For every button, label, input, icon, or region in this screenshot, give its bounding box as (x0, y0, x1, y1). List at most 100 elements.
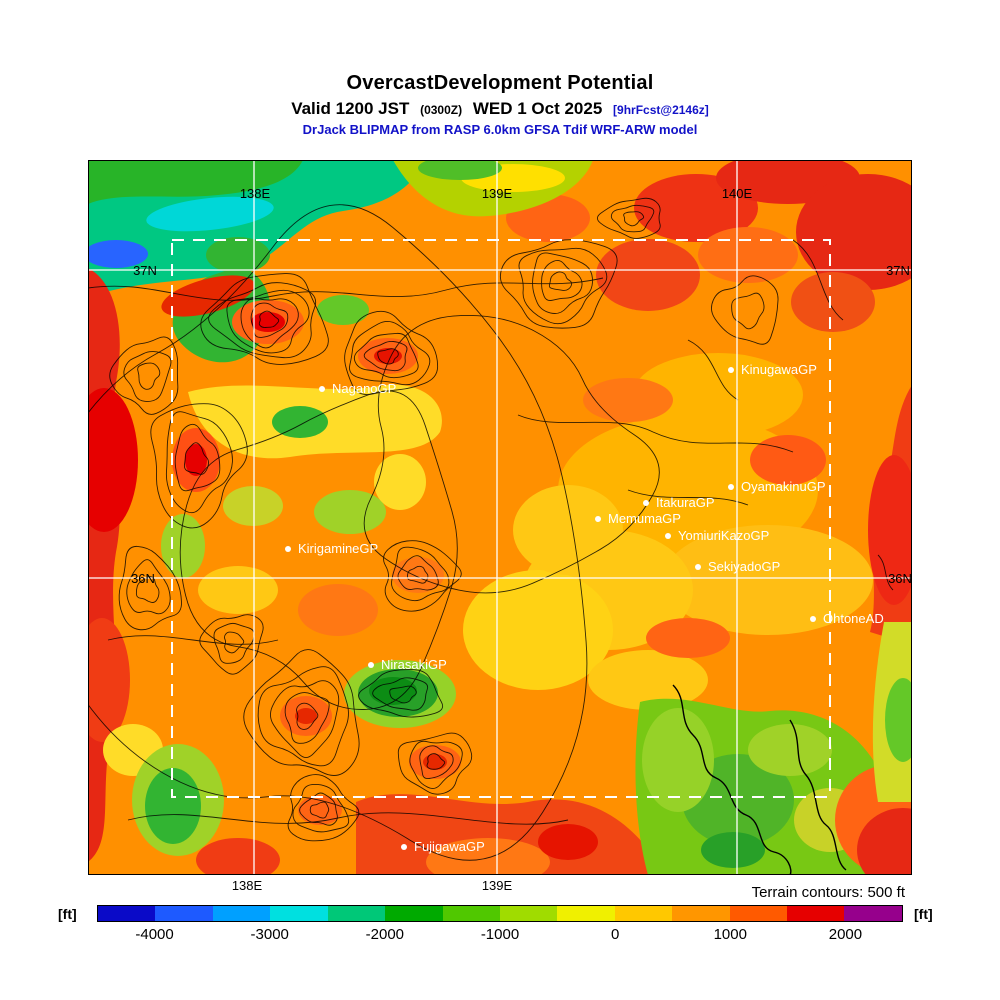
terrain-contour-line (372, 677, 429, 711)
station-dot (665, 533, 671, 539)
terrain-contour-line (126, 559, 171, 615)
valid-time-line: Valid 1200 JST (0300Z) WED 1 Oct 2025 [9… (0, 99, 1000, 119)
terrain-contour-line (309, 801, 330, 819)
colorbar-unit-right: [ft] (914, 906, 933, 922)
station-label: ItakuraGP (656, 495, 715, 510)
terrain-contour-line (292, 783, 350, 833)
terrain-contour-line (240, 297, 299, 349)
station-dot (368, 662, 374, 668)
station-label: NaganoGP (332, 381, 396, 396)
terrain-contour-line (532, 252, 593, 314)
terrain-contour-line (548, 271, 573, 291)
terrain-contour-line (397, 732, 473, 795)
grid-labels: 138E 139E 140E 37N 36N 37N 36N (131, 186, 912, 586)
terrain-contour-line (224, 631, 245, 654)
station-dot (643, 500, 649, 506)
station-marker-sekiyado: SekiyadoGP (695, 559, 780, 574)
station-marker-fujigawa: FujigawaGP (401, 839, 485, 854)
terrain-contour-line (258, 310, 280, 328)
terrain-contour-line (174, 423, 221, 492)
station-label: SekiyadoGP (708, 559, 780, 574)
station-dot (401, 844, 407, 850)
colorbar-ticks: -4000 -3000 -2000 -1000 0 1000 2000 (97, 926, 903, 946)
grid-label-top-138e: 138E (240, 186, 271, 201)
terrain-contour-line (358, 669, 444, 718)
terrain-contour-line (270, 680, 340, 758)
terrain-contour-line (383, 540, 462, 612)
colorbar-tick-label: 1000 (713, 926, 747, 943)
station-marker-nirasaki: NirasakiGP (368, 657, 447, 672)
terrain-contour-line (296, 702, 319, 730)
terrain-contour-line (137, 362, 161, 390)
terrain-contour-line (257, 666, 349, 767)
colorbar-segment (499, 906, 558, 921)
terrain-contour-line (250, 302, 289, 338)
station-label: KinugawaGP (741, 362, 817, 377)
valid-date: WED 1 Oct 2025 (472, 99, 603, 118)
terrain-contour-line (623, 211, 645, 227)
colorbar-segment (212, 906, 271, 921)
colorbar-segment (672, 906, 730, 921)
station-label: NirasakiGP (381, 657, 447, 672)
colorbar-tick-label: 0 (610, 926, 620, 943)
valid-zulu-time: (0300Z) (420, 103, 463, 117)
header: OvercastDevelopment Potential Valid 1200… (0, 72, 1000, 137)
terrain-contour-line (541, 260, 583, 301)
colorbar-segment (270, 906, 328, 921)
colorbar-segment (442, 906, 500, 921)
model-info-line: DrJack BLIPMAP from RASP 6.0km GFSA Tdif… (302, 122, 698, 137)
station-dot (285, 546, 291, 552)
station-marker-ohtone: OhtoneAD (810, 611, 884, 626)
colorbar-segment (98, 906, 156, 921)
grid-label-right-36n: 36N (888, 571, 912, 586)
colorbar-tick-label: -4000 (135, 926, 174, 943)
terrain-contour-line (407, 565, 429, 584)
terrain-contour-line (150, 403, 248, 529)
colorbar-segments (97, 905, 903, 922)
terrain-contour-line (199, 614, 264, 675)
forecast-map: 138E 139E 140E 37N 36N 37N 36N NaganoGP … (31, 152, 949, 892)
stations: NaganoGP KinugawaGP OyamakinuGP ItakuraG… (285, 362, 884, 854)
terrain-contours (31, 197, 894, 861)
colorbar-unit-left: [ft] (58, 906, 77, 922)
terrain-contour-line (284, 692, 330, 744)
terrain-contour-line (426, 753, 446, 770)
terrain-contour-line (123, 351, 172, 402)
station-dot (695, 564, 701, 570)
terrain-contour-line (349, 321, 431, 386)
station-dot (319, 386, 325, 392)
colorbar-segment (155, 906, 213, 921)
colorbar-segment (385, 906, 443, 921)
terrain-contour-line (208, 282, 317, 359)
station-dot (728, 367, 734, 373)
terrain-contour-line (499, 239, 618, 329)
terrain-contour-line (226, 289, 310, 354)
colorbar-tick-label: 2000 (828, 926, 863, 943)
terrain-contour-line (363, 340, 408, 372)
colorbar-segment (557, 906, 615, 921)
terrain-contour-line (213, 622, 255, 664)
terrain-contour-line (419, 745, 454, 780)
terrain-contour-line (711, 275, 779, 345)
terrain-contour-line (377, 348, 399, 365)
station-label: OyamakinuGP (741, 479, 826, 494)
grid-label-right-37n: 37N (886, 263, 910, 278)
terrain-contour-line (389, 685, 417, 704)
grid-label-bottom-139e: 139E (481, 878, 513, 893)
terrain-contour-line (135, 576, 160, 603)
terrain-contour-line (731, 292, 765, 330)
station-marker-oyamakinu: OyamakinuGP (728, 479, 826, 494)
station-marker-yomiurikazo: YomiuriKazoGP (665, 528, 769, 543)
colorbar-tick-label: -3000 (250, 926, 289, 943)
grid-label-top-140e: 140E (722, 186, 753, 201)
station-dot (728, 484, 734, 490)
terrain-contour-line (397, 555, 439, 591)
station-marker-kirigamine: KirigamineGP (285, 541, 378, 556)
terrain-contour-line (179, 390, 458, 710)
colorbar-segment (729, 906, 788, 921)
map-border (88, 160, 912, 875)
station-marker-nagano: NaganoGP (319, 381, 396, 396)
terrain-contour-line (409, 740, 463, 789)
station-label: KirigamineGP (298, 541, 378, 556)
grid-label-top-139e: 139E (482, 186, 513, 201)
